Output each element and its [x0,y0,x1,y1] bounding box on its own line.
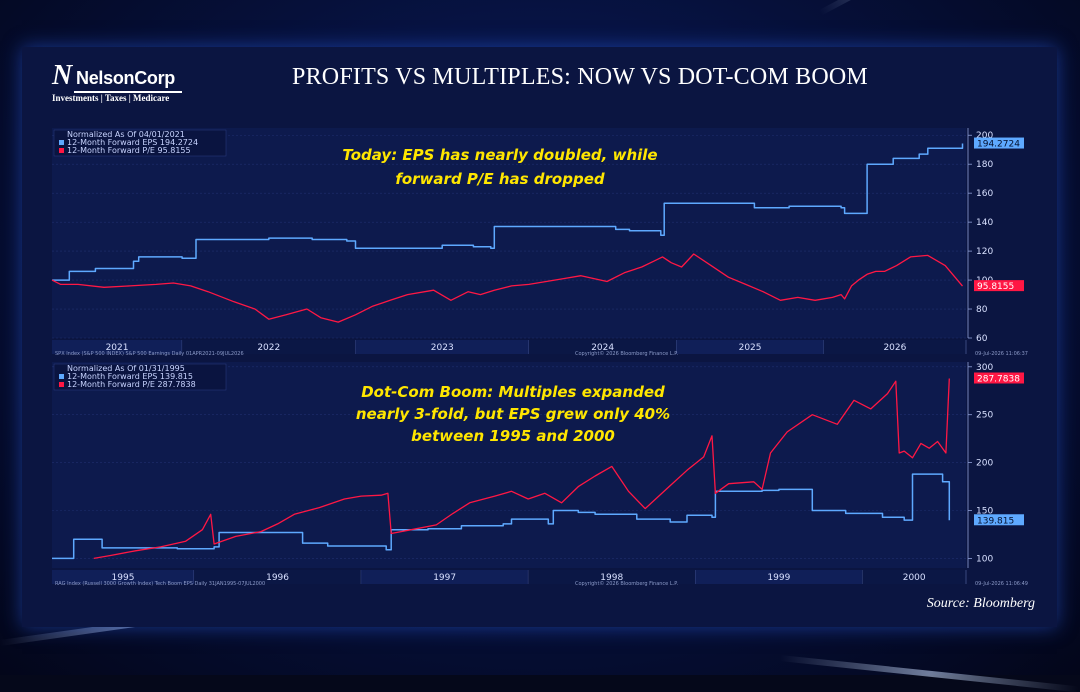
pe-last-value-tag: 95.8155 [974,280,1024,292]
plot-area [52,128,966,338]
eps-last-value-tag-bg [974,514,1024,526]
y-tick-label: 250 [976,411,993,421]
eps-last-value-tag: 194.2724 [974,137,1024,150]
legend-item: 12-Month Forward EPS 194.2724 [67,138,198,147]
x-label-band [695,570,863,584]
y-tick-label: 300 [976,363,993,373]
x-label-band [676,340,824,354]
eps-series-line [52,473,951,560]
chart-annotation: between 1995 and 2000 [411,427,615,445]
logo-underline [74,91,182,93]
x-tick-label: 2025 [739,343,762,353]
chart-footer-timestamp: 09-Jul-2026 11:06:49 [975,581,1028,587]
chart-1: 6080100120140160180200202120222023202420… [51,128,1028,357]
legend-box [53,129,227,157]
legend-item: 12-Month Forward EPS 139.815 [67,372,193,381]
logo-letter: N [52,60,73,91]
pe-series-line [93,378,950,560]
y-tick-label: 200 [976,131,993,141]
eps-last-value-tag-text: 194.2724 [977,140,1020,150]
x-tick-label: 1996 [266,573,289,583]
x-label-band [355,340,529,354]
legend-heading: Normalized As Of 01/31/1995 [67,364,185,373]
x-tick-label: 1998 [600,573,623,583]
y-tick-label: 140 [976,218,993,228]
plot-area [52,362,966,568]
y-tick-label: 120 [976,247,993,257]
x-tick-label: 1995 [112,573,135,583]
pe-series-line [51,253,963,323]
x-tick-label: 1997 [433,573,456,583]
chart-annotation: Dot-Com Boom: Multiples expanded [361,383,665,401]
chart-footer-timestamp: 09-Jul-2026 11:06:37 [975,351,1028,357]
x-label-band [52,340,183,354]
x-tick-label: 2024 [591,343,614,353]
source-note: Source: Bloomberg [926,596,1035,611]
y-tick-label: 180 [976,160,993,170]
x-tick-label: 1999 [767,573,790,583]
legend-swatch [59,374,64,379]
pe-last-value-tag-bg [974,372,1024,384]
legend-swatch [59,382,64,387]
y-tick-label: 60 [976,334,988,344]
legend-box [53,363,227,391]
y-tick-label: 100 [976,554,993,564]
x-tick-label: 2023 [431,343,454,353]
pe-last-value-tag: 287.7838 [974,372,1024,384]
logo-name: NelsonCorp [76,68,176,88]
x-tick-label: 2021 [106,343,129,353]
x-label-band [182,340,356,354]
x-tick-label: 2022 [257,343,280,353]
chart-footer-copyright: Copyright© 2026 Bloomberg Finance L.P. [575,580,678,587]
chart-annotation: Today: EPS has nearly doubled, while [342,146,657,164]
chart-footer-source: SPX Index (S&P 500 INDEX) S&P 500 Earnin… [55,351,244,357]
eps-last-value-tag-bg [974,137,1024,149]
y-tick-label: 200 [976,459,993,469]
x-tick-label: 2026 [883,343,906,353]
chart-2: 100 150 200 250 300 1995 1996 1997 1998 1999 2000 1… [52,362,1028,587]
eps-last-value-tag: 139.815 [974,514,1024,526]
page-title: PROFITS VS MULTIPLES: NOW VS DOT-COM BOO… [292,64,868,90]
chart-annotation: forward P/E has dropped [395,170,605,188]
x-label-band [528,340,677,354]
legend-heading: Normalized As Of 04/01/2021 [67,130,185,139]
eps-last-value-tag-text: 139.815 [977,516,1014,526]
nelsoncorp-logo: N NelsonCorp Investments | Taxes | Medic… [52,60,202,103]
logo-tagline: Investments | Taxes | Medicare [52,93,170,103]
y-tick-label: 150 [976,507,993,517]
pe-last-value-tag-text: 95.8155 [977,282,1014,292]
x-label-band [528,570,696,584]
x-label-band [862,570,966,584]
eps-series-line [52,143,964,281]
legend-item: 12-Month Forward P/E 95.8155 [67,146,191,155]
pe-last-value-tag-text: 287.7838 [977,374,1020,384]
legend-swatch [59,148,64,153]
x-tick-label: 2000 [903,573,926,583]
x-label-band [823,340,966,354]
chart-footer-copyright: Copyright© 2026 Bloomberg Finance L.P. [575,350,678,357]
legend-item: 12-Month Forward P/E 287.7838 [67,380,196,389]
charts-svg: 60 80 100 120 140 160 180 200 2021 2022 2023 2024 20… [51,128,1028,587]
x-label-band [361,570,529,584]
y-tick-label: 160 [976,189,993,199]
x-label-band [194,570,362,584]
chart-annotation: nearly 3-fold, but EPS grew only 40% [356,405,670,423]
legend-swatch [59,140,64,145]
chart-footer-source: RAG Index (Russell 3000 Growth Index) Te… [55,581,265,587]
pe-last-value-tag-bg [974,280,1024,292]
y-tick-label: 80 [976,305,988,315]
x-label-band [52,570,195,584]
